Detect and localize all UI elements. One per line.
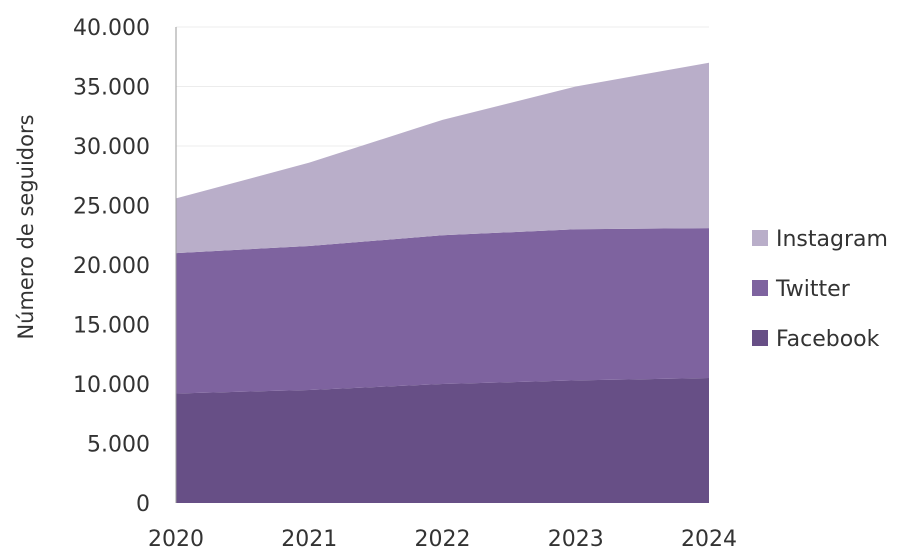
legend-swatch xyxy=(752,330,768,346)
area-twitter xyxy=(176,228,709,394)
area-facebook xyxy=(176,378,709,503)
x-tick-label: 2024 xyxy=(681,527,737,551)
legend-label: Facebook xyxy=(776,327,880,352)
x-tick-label: 2020 xyxy=(148,527,204,551)
y-tick-label: 0 xyxy=(136,492,150,517)
legend-swatch xyxy=(752,280,768,296)
areas xyxy=(176,62,709,503)
y-tick-label: 40.000 xyxy=(73,16,150,41)
y-tick-label: 30.000 xyxy=(73,135,150,160)
x-tick-labels: 2020 2021 2022 2023 2024 xyxy=(148,527,737,551)
y-tick-label: 5.000 xyxy=(87,433,150,458)
y-tick-label: 20.000 xyxy=(73,254,150,279)
legend-label: Twitter xyxy=(775,277,851,302)
x-tick-label: 2021 xyxy=(281,527,337,551)
y-axis-label: Número de seguidors xyxy=(14,114,38,339)
legend: Instagram Twitter Facebook xyxy=(752,227,888,352)
y-tick-labels: 0 5.000 10.000 15.000 20.000 25.000 30.000 35.0… xyxy=(73,16,150,517)
legend-item-twitter: Twitter xyxy=(752,277,851,302)
legend-label: Instagram xyxy=(776,227,888,252)
legend-item-instagram: Instagram xyxy=(752,227,888,252)
y-tick-label: 35.000 xyxy=(73,76,150,101)
area-instagram xyxy=(176,62,709,254)
y-tick-label: 15.000 xyxy=(73,314,150,339)
y-tick-label: 10.000 xyxy=(73,373,150,398)
legend-item-facebook: Facebook xyxy=(752,327,880,352)
legend-swatch xyxy=(752,230,768,246)
x-tick-label: 2023 xyxy=(548,527,604,551)
y-tick-label: 25.000 xyxy=(73,195,150,220)
x-tick-label: 2022 xyxy=(415,527,471,551)
